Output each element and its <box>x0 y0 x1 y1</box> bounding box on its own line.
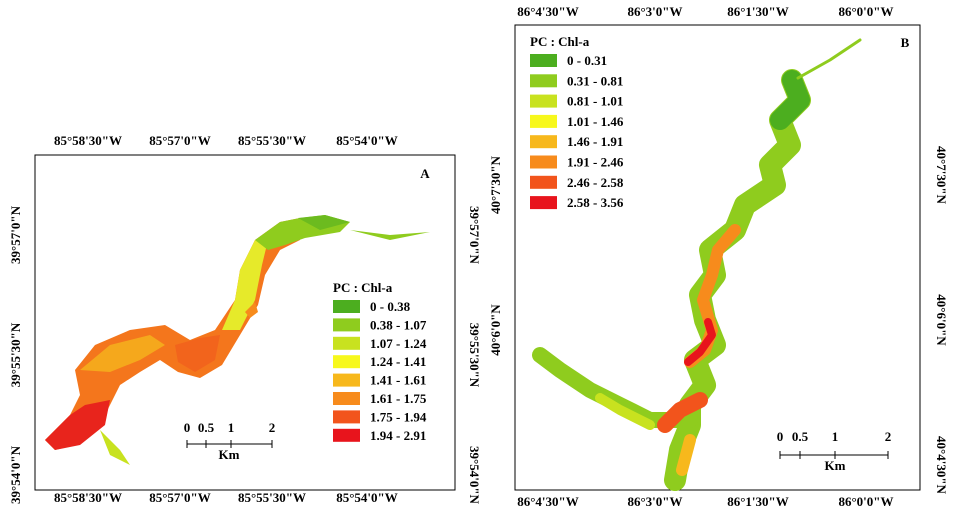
scale-bar-a <box>186 440 273 448</box>
longitude-label: 85°55'30"W <box>238 490 306 505</box>
legend-label: 2.58 - 3.56 <box>567 195 624 210</box>
legend-swatch <box>530 196 557 210</box>
legend-swatch <box>333 428 360 442</box>
latitude-label: 40°4'30"N <box>934 436 949 495</box>
legend-swatch <box>530 135 557 149</box>
legend-label: 1.94 - 2.91 <box>370 428 426 443</box>
latitude-label: 40°7'30"N <box>488 155 503 214</box>
map-frame <box>514 24 921 491</box>
legend-swatch <box>333 392 360 405</box>
legend-swatch <box>530 155 557 169</box>
legend-swatch <box>530 114 557 128</box>
legend-label: 0.38 - 1.07 <box>370 317 427 332</box>
legend-swatch <box>333 410 360 424</box>
latitude-label: 39°55'30"N <box>8 322 23 387</box>
longitude-label: 86°4'30"W <box>517 4 579 19</box>
longitude-label: 86°3'0"W <box>627 4 682 19</box>
legend-title: PC : Chl-a <box>530 34 590 49</box>
legend-swatch <box>530 94 557 108</box>
legend-swatch <box>333 318 360 332</box>
legend-swatch <box>333 355 360 369</box>
legend-swatch <box>333 373 360 387</box>
scale-bar-b <box>779 451 889 459</box>
legend-swatch <box>333 300 360 313</box>
longitude-label: 85°54'0"W <box>336 490 398 505</box>
scale-label: 0.5 <box>792 429 809 444</box>
map-frame <box>34 154 456 491</box>
latitude-label: 39°54'0"N <box>467 446 482 505</box>
legend-label: 1.61 - 1.75 <box>370 391 427 406</box>
panel-label: A <box>420 166 430 181</box>
panel-label: B <box>901 35 910 50</box>
latitude-label: 39°54'0"N <box>8 445 23 504</box>
latitude-label: 39°57'0"N <box>467 206 482 265</box>
reservoir-a <box>45 215 430 465</box>
longitude-label: 85°57'0"W <box>149 133 211 148</box>
scale-label: 0.5 <box>198 420 215 435</box>
longitude-label: 86°4'30"W <box>517 494 579 509</box>
longitude-label: 86°3'0"W <box>627 494 682 509</box>
legend-label: 0 - 0.31 <box>567 53 607 68</box>
longitude-label: 85°54'0"W <box>336 133 398 148</box>
legend-swatch <box>530 175 557 189</box>
legend-label: 1.24 - 1.41 <box>370 354 426 369</box>
latitude-label: 39°57'0"N <box>8 205 23 264</box>
legend-label: 1.41 - 1.61 <box>370 373 426 388</box>
latitude-label: 40°6'0"N <box>488 304 503 356</box>
legend-label: 1.01 - 1.46 <box>567 114 624 129</box>
legend-label: 1.91 - 2.46 <box>567 155 624 170</box>
longitude-label: 86°0'0"W <box>838 4 893 19</box>
longitude-label: 86°1'30"W <box>727 494 789 509</box>
longitude-label: 86°0'0"W <box>838 494 893 509</box>
scale-label: 2 <box>885 429 892 444</box>
legend-label: 0 - 0.38 <box>370 299 411 314</box>
reservoir-b <box>532 38 862 491</box>
latitude-label: 40°6'0"N <box>934 294 949 346</box>
legend-swatch <box>530 54 557 67</box>
scale-label: 0 <box>777 429 784 444</box>
scale-label: 1 <box>832 429 839 444</box>
latitude-label: 39°55'30"N <box>467 323 482 388</box>
legend-label: 1.46 - 1.91 <box>567 134 623 149</box>
scale-unit: Km <box>219 447 240 462</box>
longitude-label: 86°1'30"W <box>727 4 789 19</box>
scale-label: 2 <box>269 420 276 435</box>
legend-label: 0.81 - 1.01 <box>567 94 623 109</box>
legend-label: 1.07 - 1.24 <box>370 336 427 351</box>
legend-swatch <box>530 74 557 88</box>
legend-title: PC : Chl-a <box>333 280 393 295</box>
latitude-label: 40°7'30"N <box>934 146 949 205</box>
legend-label: 1.75 - 1.94 <box>370 409 427 424</box>
scale-label: 0 <box>184 420 191 435</box>
longitude-label: 85°58'30"W <box>54 133 122 148</box>
longitude-label: 85°58'30"W <box>54 490 122 505</box>
legend-label: 2.46 - 2.58 <box>567 175 624 190</box>
scale-unit: Km <box>825 458 846 473</box>
legend-label: 0.31 - 0.81 <box>567 73 623 88</box>
longitude-label: 85°55'30"W <box>238 133 306 148</box>
scale-label: 1 <box>228 420 235 435</box>
longitude-label: 85°57'0"W <box>149 490 211 505</box>
legend-swatch <box>333 336 360 350</box>
